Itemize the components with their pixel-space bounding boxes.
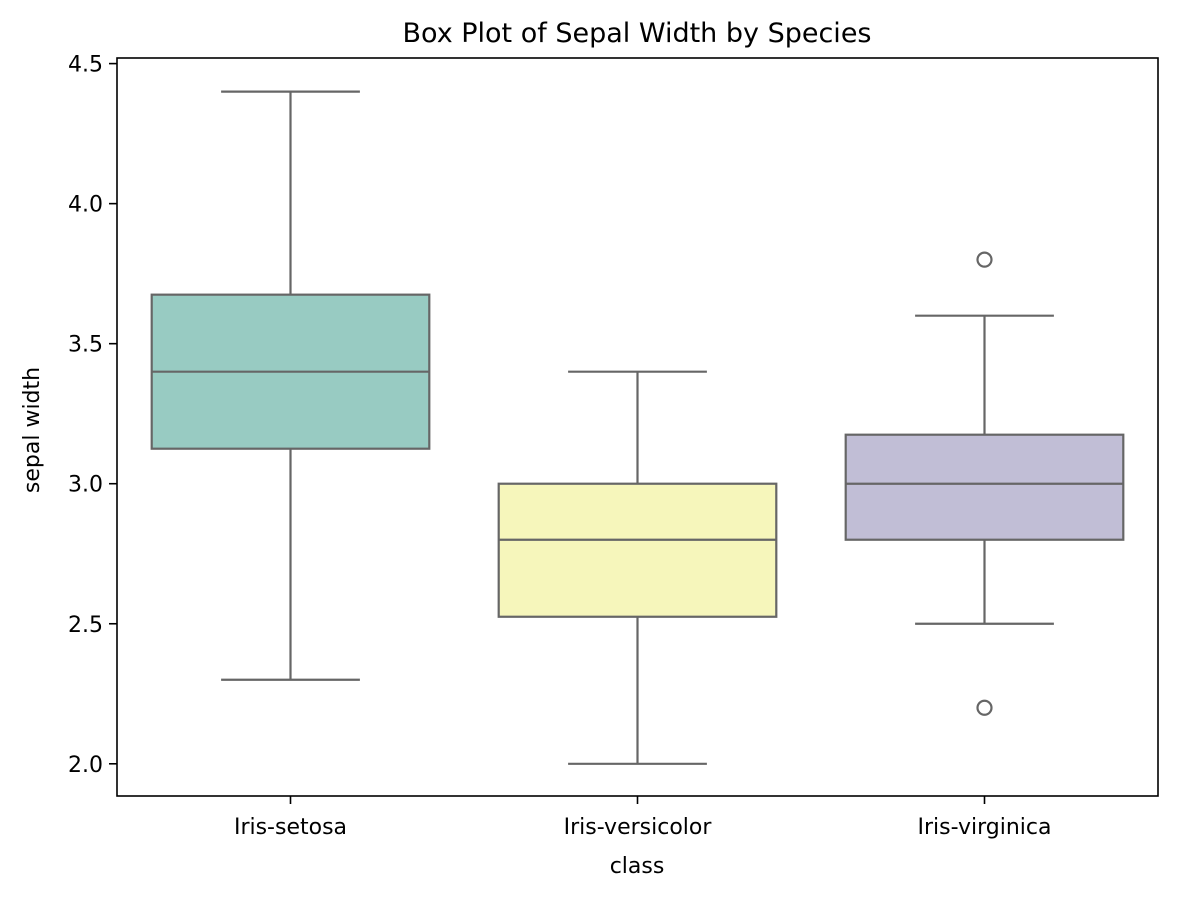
x-axis: Iris-setosa Iris-versicolor Iris-virginica xyxy=(234,796,1052,840)
box-group-iris-setosa xyxy=(150,90,431,681)
iqr-box xyxy=(844,433,1125,541)
plot-area xyxy=(150,90,1125,765)
outlier-point xyxy=(976,699,993,716)
x-tick-label: Iris-versicolor xyxy=(564,815,713,840)
y-tick-label: 3.5 xyxy=(68,333,103,358)
chart-title: Box Plot of Sepal Width by Species xyxy=(402,18,871,49)
x-tick-label: Iris-setosa xyxy=(234,815,347,840)
box-group-iris-virginica xyxy=(844,251,1125,716)
box-group-iris-versicolor xyxy=(497,370,778,765)
y-axis: 2.0 2.5 3.0 3.5 4.0 4.5 xyxy=(68,53,117,778)
y-axis-label: sepal width xyxy=(20,367,45,493)
y-tick-label: 2.5 xyxy=(68,613,103,638)
y-tick-label: 4.5 xyxy=(68,53,103,78)
outlier-point xyxy=(976,251,993,268)
x-axis-label: class xyxy=(610,854,665,879)
y-tick-label: 3.0 xyxy=(68,473,103,498)
x-tick-label: Iris-virginica xyxy=(918,815,1052,840)
iqr-box xyxy=(497,482,778,618)
y-tick-label: 2.0 xyxy=(68,753,103,778)
y-tick-label: 4.0 xyxy=(68,193,103,218)
